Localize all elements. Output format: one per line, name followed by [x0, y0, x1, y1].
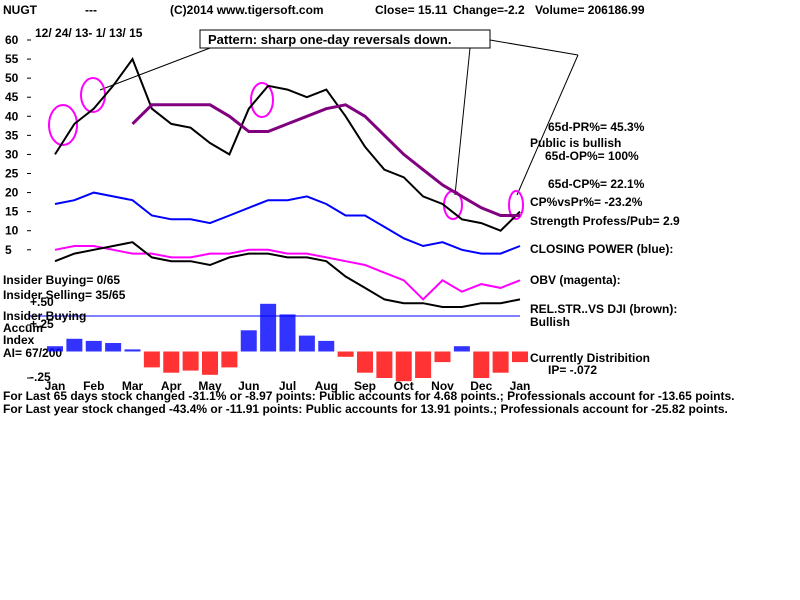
indicator-label: REL.STR..VS DJI (brown):: [530, 302, 677, 316]
x-tick-label: Nov: [431, 379, 454, 393]
close: Close= 15.11: [375, 3, 448, 17]
x-tick-label: Oct: [394, 379, 414, 393]
y-tick-label: 5: [5, 243, 12, 257]
y-tick-label: 45: [5, 90, 19, 104]
footer-line: For Last year stock changed -43.4% or -1…: [3, 402, 728, 416]
series-line: [54, 245, 521, 301]
side-label: +.50: [30, 295, 54, 309]
indicator-label: 65d-PR%= 45.3%: [548, 120, 645, 134]
bar: [357, 351, 373, 373]
circle: [48, 104, 78, 146]
x-tick-label: Mar: [122, 379, 144, 393]
bar: [182, 351, 199, 371]
bar: [105, 343, 122, 352]
bar: [434, 351, 451, 363]
y-tick-label: +.25: [30, 317, 54, 331]
y-tick-label: 60: [5, 33, 19, 47]
volume: Volume= 206186.99: [535, 3, 645, 17]
bar: [473, 351, 490, 378]
indicator-label: Bullish: [530, 315, 570, 329]
date-range: 12/ 24/ 13- 1/ 13/ 15: [35, 26, 143, 40]
x-tick-label: Jul: [279, 379, 296, 393]
indicator-label: 65d-CP%= 22.1%: [548, 177, 645, 191]
x-tick-label: Jan: [45, 379, 66, 393]
source: (C)2014 www.tigersoft.com: [170, 3, 324, 17]
y-tick-label: 40: [5, 109, 19, 123]
side-label: Insider Buying: [3, 309, 86, 323]
bar: [395, 351, 412, 382]
y-tick-label: 25: [5, 167, 19, 181]
indicator-label: OBV (magenta):: [530, 273, 621, 287]
bar: [260, 303, 277, 352]
bar: [298, 335, 315, 352]
x-tick-label: Apr: [161, 379, 182, 393]
pointer: [99, 47, 211, 91]
change: Change=-2.2: [453, 3, 525, 17]
side-label: Index: [3, 333, 35, 347]
bar: [453, 346, 470, 352]
indicator-label: Public is bullish: [530, 136, 621, 150]
pattern-box: [199, 29, 491, 49]
x-tick-label: Jan: [510, 379, 531, 393]
x-tick-label: Feb: [83, 379, 104, 393]
bar: [318, 340, 335, 352]
y-tick-label: 50: [5, 71, 19, 85]
y-tick-label: -.25: [30, 370, 51, 384]
y-tick-label: 20: [5, 186, 19, 200]
bar: [279, 314, 296, 352]
x-tick-label: Dec: [470, 379, 492, 393]
x-tick-label: Aug: [315, 379, 338, 393]
indicator-label: Currently Distribition: [530, 351, 650, 365]
bar: [202, 351, 218, 375]
series-line: [54, 191, 521, 255]
y-tick-label: 10: [5, 224, 19, 238]
bar: [163, 351, 180, 373]
bar: [221, 351, 238, 368]
x-tick-label: Sep: [354, 379, 376, 393]
x-tick-label: May: [198, 379, 222, 393]
bar: [376, 351, 393, 378]
dash: ---: [85, 3, 97, 17]
side-label: Insider Selling= 35/65: [3, 288, 126, 302]
y-tick-label: 35: [5, 128, 19, 142]
symbol: NUGT: [3, 3, 38, 17]
indicator-label: IP= -.072: [548, 363, 597, 377]
series-line: [54, 241, 521, 308]
x-tick-label: Jun: [238, 379, 259, 393]
indicator-label: Strength Profess/Pub= 2.9: [530, 214, 680, 228]
indicator-label: CP%vsPr%= -23.2%: [530, 195, 643, 209]
series-line: [54, 57, 521, 232]
pointer: [454, 47, 471, 196]
bar: [512, 351, 528, 363]
bar: [240, 330, 257, 352]
indicator-label: 65d-OP%= 100%: [545, 149, 639, 163]
pointer: [516, 54, 579, 196]
circle: [508, 190, 524, 220]
bar: [492, 351, 509, 373]
bar: [47, 346, 63, 352]
series-line: [131, 103, 520, 217]
bar: [124, 349, 141, 352]
bar: [415, 351, 432, 378]
pattern: Pattern: sharp one-day reversals down.: [208, 32, 451, 47]
bar: [85, 340, 102, 352]
bar: [143, 351, 160, 368]
bar: [337, 351, 354, 357]
footer-line: For Last 65 days stock changed -31.1% or…: [3, 389, 735, 403]
circle: [250, 82, 274, 118]
y-tick-label: 15: [5, 205, 19, 219]
bar: [66, 338, 83, 352]
pointer: [489, 39, 579, 56]
y-tick-label: 30: [5, 147, 19, 161]
y-tick-label: 55: [5, 52, 19, 66]
indicator-label: CLOSING POWER (blue):: [530, 242, 673, 256]
side-label: Insider Buying= 0/65: [3, 273, 120, 287]
side-label: Accum: [3, 321, 43, 335]
